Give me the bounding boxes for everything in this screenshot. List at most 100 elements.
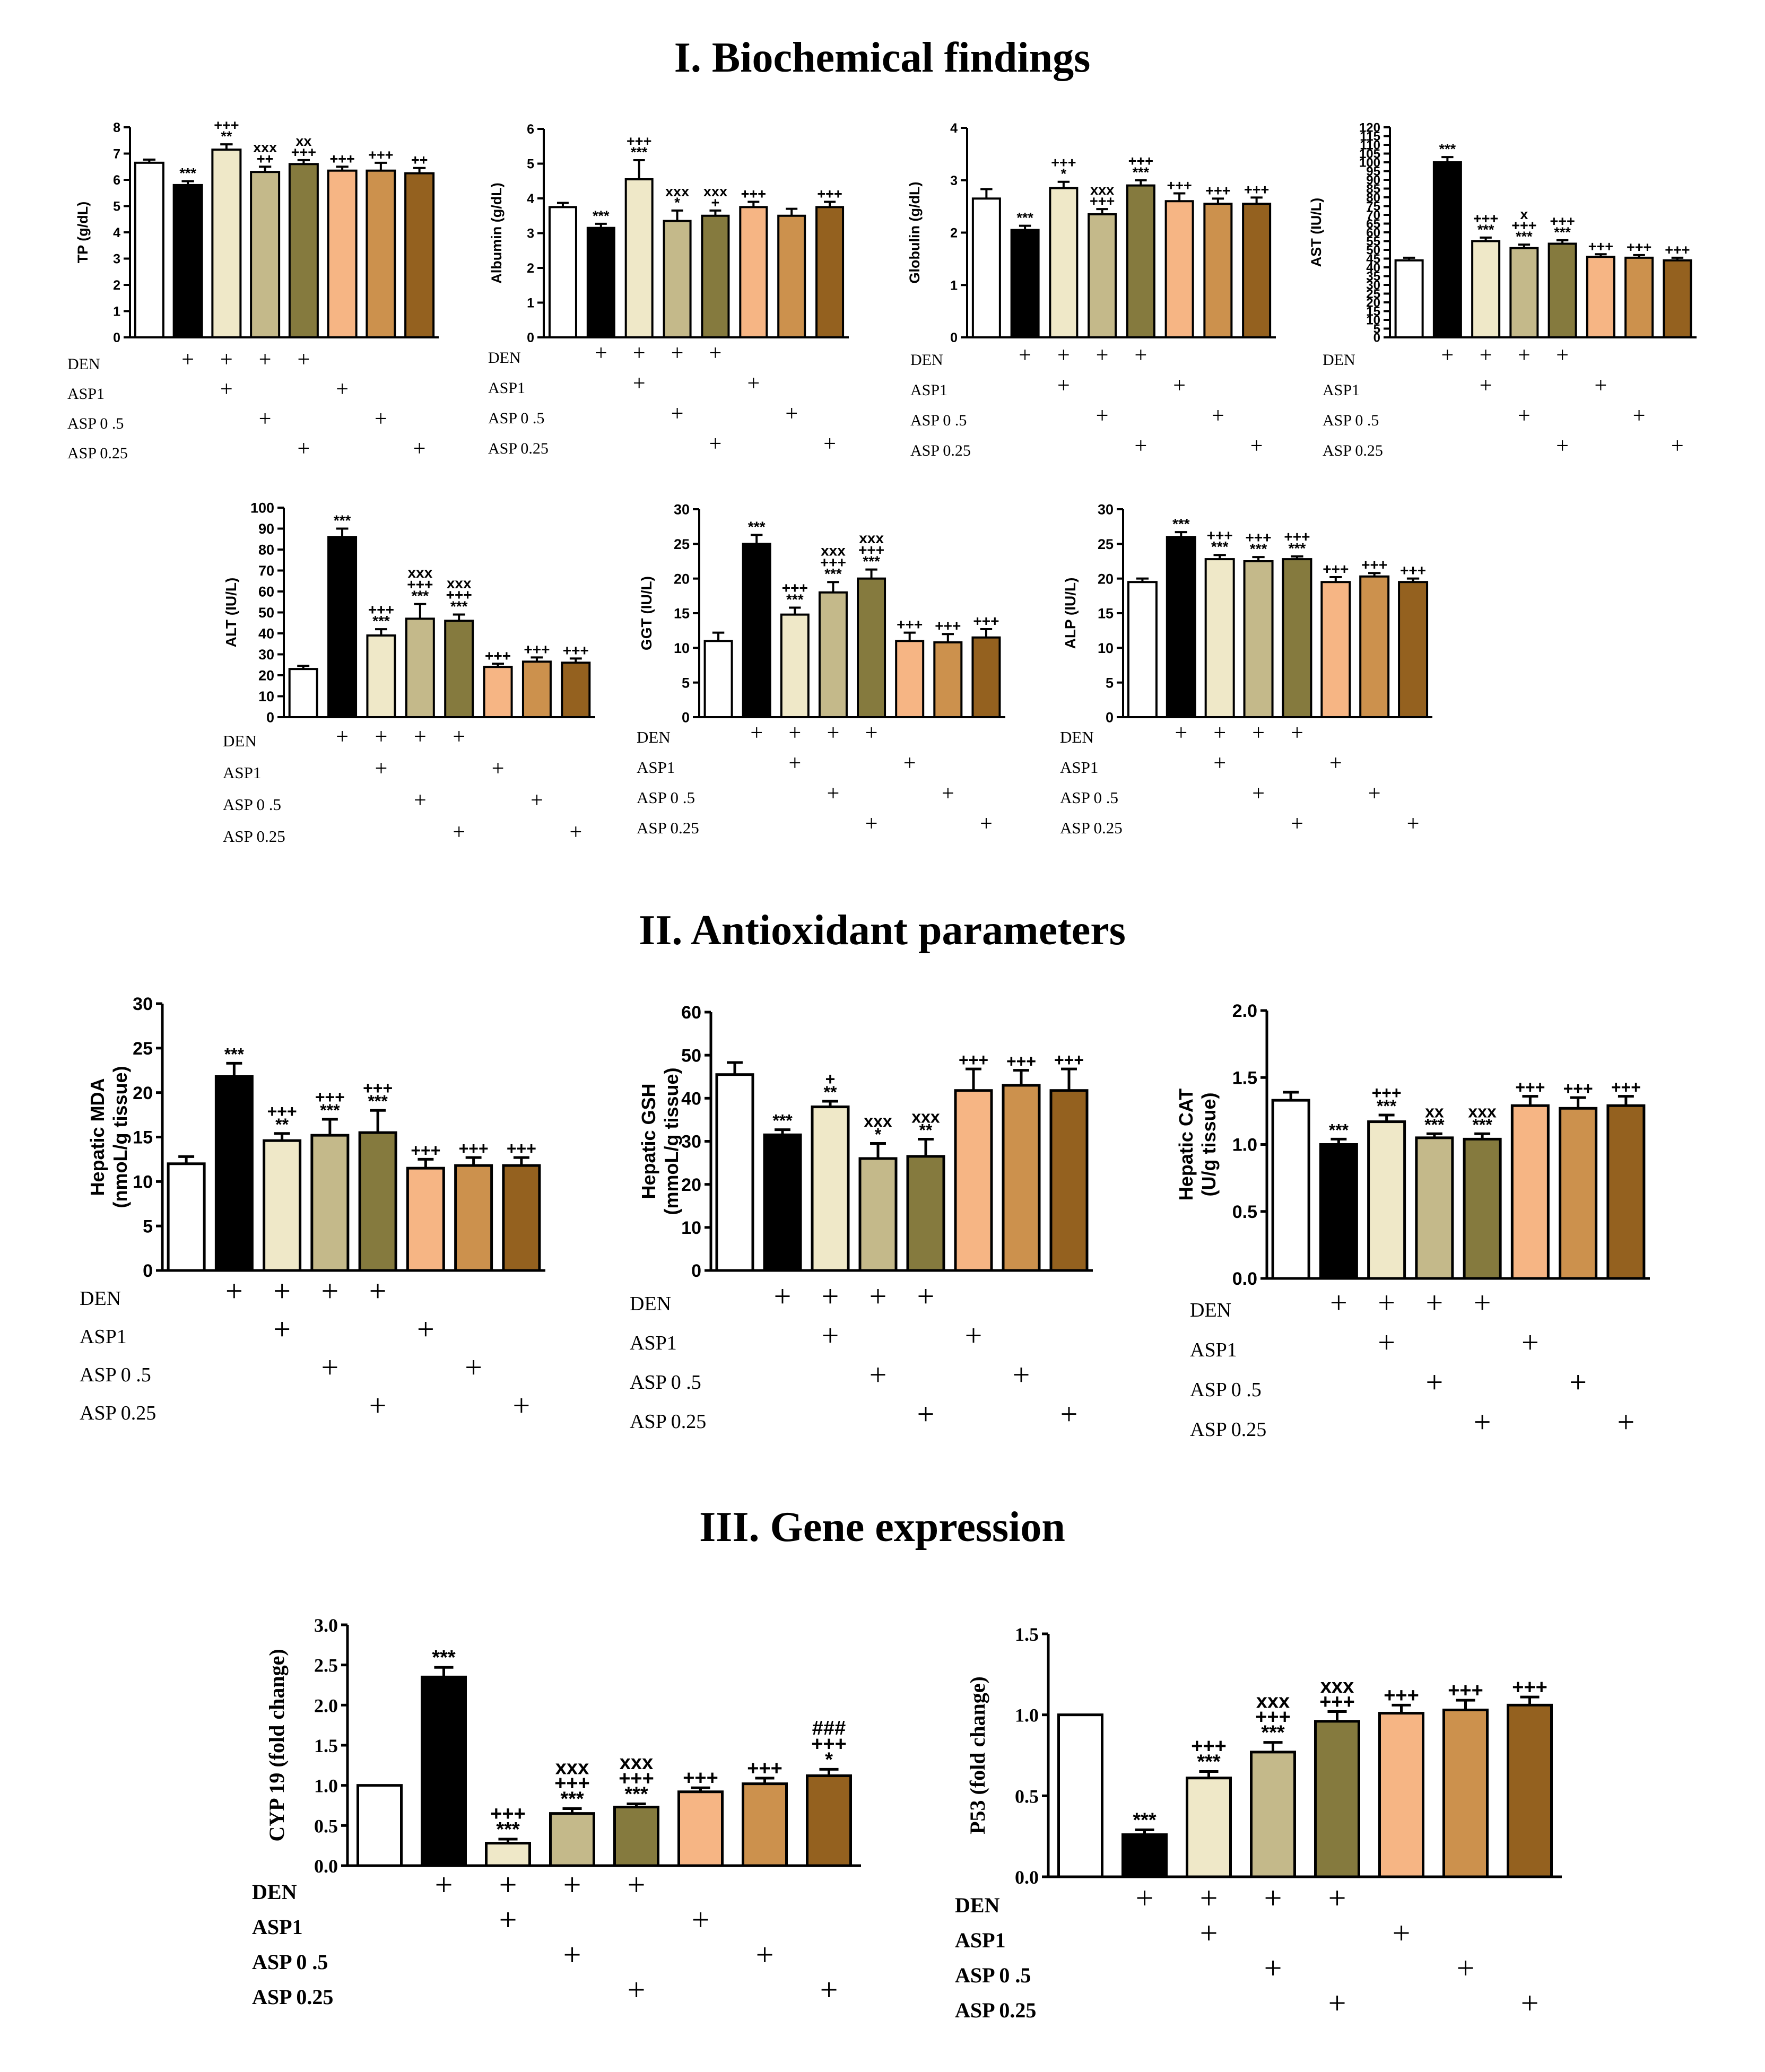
bar-group-5 (1314, 1720, 1360, 1878)
significance-label: +++ (1665, 242, 1690, 258)
design-plus: + (1521, 1986, 1539, 2021)
bar-group-8 (1398, 581, 1429, 718)
bar-group-4 (405, 617, 435, 718)
significance-label: *** (432, 1647, 456, 1669)
bar-group-6 (677, 1790, 724, 1867)
significance-label: +++ (1372, 1083, 1402, 1102)
significance-label: +++ (1319, 1691, 1355, 1713)
design-plus: + (1212, 404, 1224, 428)
y-tick-label: 40 (681, 1089, 701, 1109)
significance-label: +++ (1051, 155, 1076, 171)
y-tick-label: 10 (1098, 640, 1114, 656)
bar-group-5 (358, 1131, 397, 1272)
y-tick-label: 0.0 (314, 1856, 338, 1877)
design-plus: + (827, 781, 840, 806)
design-plus: + (1013, 1357, 1030, 1392)
design-plus: + (417, 1312, 434, 1346)
design-plus: + (692, 1902, 710, 1937)
y-tick-label: 4 (950, 121, 958, 136)
design-plus: + (965, 1318, 983, 1353)
design-row-label: DEN (1190, 1299, 1231, 1321)
y-tick-label: 70 (258, 563, 274, 579)
significance-label: +++ (1384, 1684, 1419, 1707)
bar-group-3 (624, 178, 654, 338)
y-tick-label: 1.5 (314, 1735, 338, 1756)
design-plus: + (1368, 781, 1381, 806)
design-plus: + (1291, 721, 1303, 745)
bar-group-1 (715, 1073, 754, 1272)
bar-group-2 (763, 1133, 802, 1272)
significance-label: *** (411, 588, 429, 604)
bar-group-1 (167, 1162, 206, 1272)
y-tick-label: 10 (681, 1218, 701, 1238)
y-tick-label: 80 (258, 542, 274, 558)
y-tick-label: 1.0 (314, 1775, 338, 1797)
y-axis-title: TP (g/dL) (75, 202, 91, 263)
bar-group-7 (1203, 203, 1233, 338)
bar-group-2 (1121, 1833, 1168, 1878)
bar-group-8 (1606, 1104, 1646, 1280)
bar-group-7 (1002, 1084, 1041, 1272)
y-tick-label: 1.5 (1015, 1624, 1039, 1645)
y-tick-label: 25 (1098, 536, 1114, 552)
significance-label: *** (1197, 1751, 1221, 1773)
bar-group-2 (1319, 1143, 1358, 1280)
bar-group-7 (521, 660, 552, 718)
design-plus: + (499, 1902, 517, 1937)
design-plus: + (1480, 343, 1492, 368)
y-tick-label: 1.5 (1232, 1068, 1257, 1088)
bar-group-4 (549, 1812, 595, 1867)
design-row-label: ASP 0.25 (488, 440, 549, 457)
design-plus: + (273, 1312, 291, 1346)
y-tick-label: 0.5 (1232, 1202, 1257, 1222)
design-row-label: ASP 0 .5 (67, 415, 124, 432)
design-plus: + (788, 751, 801, 776)
design-plus: + (1518, 343, 1531, 368)
y-axis-title: GGT (IU/L) (638, 576, 655, 650)
design-row-label: ASP 0.25 (630, 1411, 706, 1433)
significance-label: xxx (407, 564, 432, 581)
chart-cyp19: 0.0 0.5 1.0 1.5 2.0 2.5 3.0 CYP 19 (fold change… (252, 1615, 861, 2009)
design-row-label: ASP 0 .5 (488, 410, 544, 427)
significance-label: *** (450, 598, 468, 614)
y-tick-label: 0 (143, 1261, 153, 1281)
design-plus: + (1407, 812, 1420, 836)
design-plus: + (220, 377, 233, 402)
y-tick-label: 15 (1366, 304, 1380, 319)
design-plus: + (917, 1397, 935, 1431)
design-plus: + (1457, 1951, 1475, 1986)
significance-label: xxx (821, 543, 846, 559)
significance-label: +++ (1511, 217, 1536, 233)
significance-label: +++ (267, 1102, 297, 1121)
section-title-biochemical: I. Biochemical findings (674, 34, 1091, 81)
bar-group-2 (214, 1075, 254, 1272)
design-plus: + (903, 751, 916, 776)
y-tick-label: 30 (1098, 502, 1114, 518)
bar-group-6 (327, 169, 358, 338)
significance-label: *** (1329, 1120, 1349, 1139)
significance-label: *** (631, 144, 648, 160)
design-row-label: ASP 0.25 (910, 442, 971, 459)
chart-cat: 0.0 0.5 1.0 1.5 2.0 Hepatic CAT (U/g tissue) **… (1175, 1001, 1650, 1441)
design-plus: + (1136, 1881, 1154, 1916)
significance-label: xxx (1256, 1690, 1290, 1712)
design-plus: + (1378, 1325, 1395, 1360)
design-plus: + (1328, 1881, 1346, 1916)
y-tick-label: 3 (950, 173, 958, 188)
significance-label: +++ (1588, 238, 1613, 254)
significance-label: ++ (257, 151, 274, 167)
significance-label: +++ (1090, 193, 1115, 209)
design-plus: + (1096, 404, 1109, 428)
y-tick-label: 30 (258, 647, 274, 663)
significance-label: +++ (1207, 527, 1233, 543)
bar-group-1 (548, 206, 577, 338)
y-tick-label: 20 (674, 571, 690, 587)
y-tick-label: 1 (527, 296, 534, 311)
design-row-label: ASP1 (67, 385, 105, 403)
bar-group-8 (971, 636, 1001, 718)
y-axis-title: P53 (fold change) (966, 1676, 989, 1834)
bar-group-1 (971, 197, 1001, 338)
